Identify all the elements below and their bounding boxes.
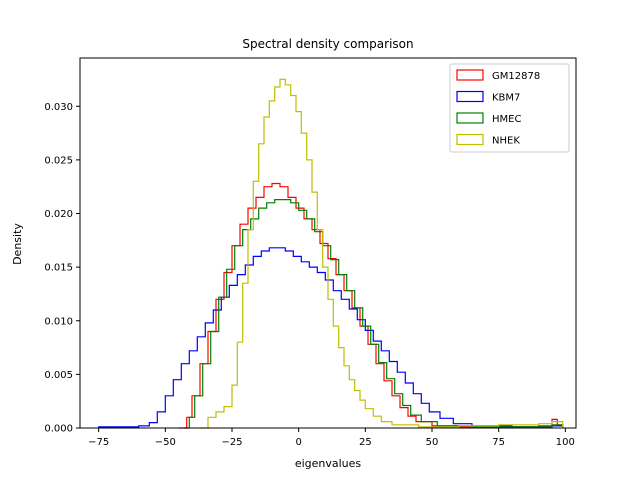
y-tick-label: 0.020 <box>44 209 73 220</box>
x-tick-label: −25 <box>221 437 242 448</box>
legend-label-hmec: HMEC <box>492 114 521 125</box>
legend-label-kbm7: KBM7 <box>492 93 520 104</box>
legend-swatch-hmec <box>456 112 484 124</box>
legend-swatch-kbm7 <box>456 90 484 103</box>
y-tick-label: 0.000 <box>44 424 73 435</box>
x-tick-label: 0 <box>295 437 301 448</box>
x-tick-label: −75 <box>88 437 109 448</box>
x-tick-label: 50 <box>426 437 439 448</box>
chart-title: Spectral density comparison <box>242 37 413 51</box>
legend-label-nhek: NHEK <box>492 136 520 147</box>
x-tick-label: −50 <box>155 437 176 448</box>
x-axis-label: eigenvalues <box>295 457 362 470</box>
y-tick-label: 0.005 <box>44 370 73 381</box>
series-group <box>98 78 564 429</box>
legend-label-gm12878: GM12878 <box>492 71 540 82</box>
series-line-kbm7 <box>98 247 564 428</box>
y-tick-label: 0.030 <box>44 102 73 113</box>
legend-box <box>449 63 570 153</box>
x-tick-label: 75 <box>492 437 505 448</box>
legend: GM12878 KBM7 HMEC NHEK <box>449 63 570 153</box>
plot-frame <box>79 57 577 429</box>
legend-swatch-nhek <box>456 133 484 146</box>
y-tick-label: 0.025 <box>44 155 73 166</box>
x-tick-label: 100 <box>556 437 575 448</box>
legend-swatch-gm12878 <box>456 69 484 81</box>
axes-group: −75 −50 −25 0 25 50 75 100 0.000 0.005 0.010 0.015 0… <box>44 57 577 448</box>
y-tick-label: 0.010 <box>44 316 73 327</box>
series-line-nhek <box>200 78 564 429</box>
y-tick-label: 0.015 <box>44 263 73 274</box>
x-tick-label: 25 <box>359 437 372 448</box>
y-axis-label: Density <box>11 223 24 265</box>
